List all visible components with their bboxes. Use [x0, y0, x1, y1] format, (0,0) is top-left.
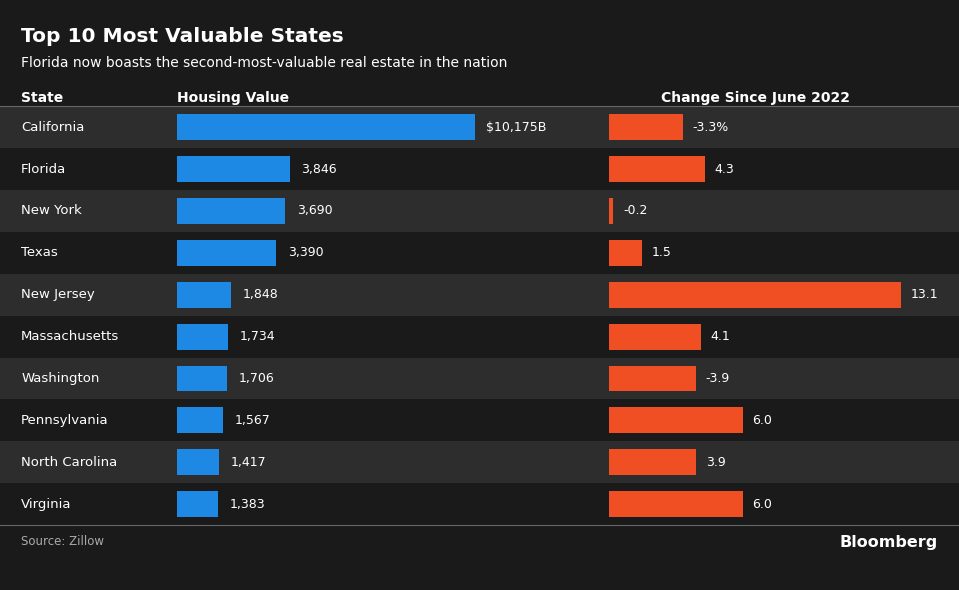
Text: Virginia: Virginia — [21, 497, 72, 511]
Bar — [177, 491, 218, 517]
Text: 1,734: 1,734 — [240, 330, 275, 343]
Bar — [0, 148, 959, 190]
Bar — [177, 114, 475, 140]
Text: New Jersey: New Jersey — [21, 288, 95, 301]
Text: New York: New York — [21, 204, 82, 218]
Text: 3,846: 3,846 — [301, 162, 337, 176]
Text: 1,383: 1,383 — [229, 497, 265, 511]
Text: Bloomberg: Bloomberg — [840, 535, 938, 550]
Text: $10,175B: $10,175B — [486, 120, 547, 134]
Text: North Carolina: North Carolina — [21, 455, 117, 469]
Bar — [609, 323, 700, 349]
Text: 13.1: 13.1 — [911, 288, 939, 301]
Bar — [609, 365, 696, 392]
Text: Washington: Washington — [21, 372, 100, 385]
Bar — [177, 323, 228, 349]
Text: 6.0: 6.0 — [753, 414, 772, 427]
Text: 4.3: 4.3 — [714, 162, 735, 176]
Bar — [609, 408, 743, 433]
Text: 1,848: 1,848 — [243, 288, 279, 301]
Text: Massachusetts: Massachusetts — [21, 330, 119, 343]
Text: 1,706: 1,706 — [239, 372, 274, 385]
Bar — [0, 190, 959, 232]
Bar — [609, 156, 705, 182]
Bar — [177, 408, 223, 433]
Text: State: State — [21, 91, 63, 106]
Bar — [177, 198, 285, 224]
Text: Top 10 Most Valuable States: Top 10 Most Valuable States — [21, 27, 344, 45]
Bar — [177, 281, 231, 308]
Bar — [609, 281, 901, 308]
Text: 3,690: 3,690 — [296, 204, 333, 218]
Bar — [0, 106, 959, 148]
Bar — [0, 483, 959, 525]
Text: Florida: Florida — [21, 162, 66, 176]
Bar — [0, 441, 959, 483]
Text: 3.9: 3.9 — [706, 455, 725, 469]
Text: Housing Value: Housing Value — [177, 91, 290, 106]
Bar — [609, 240, 643, 266]
Bar — [609, 491, 743, 517]
Bar — [0, 399, 959, 441]
Bar — [609, 198, 614, 224]
Text: 4.1: 4.1 — [710, 330, 730, 343]
Bar — [177, 156, 290, 182]
Bar — [177, 450, 219, 476]
Bar — [609, 450, 696, 476]
Bar — [0, 358, 959, 399]
Text: -3.3%: -3.3% — [692, 120, 729, 134]
Text: Pennsylvania: Pennsylvania — [21, 414, 108, 427]
Text: 3,390: 3,390 — [288, 246, 323, 260]
Text: Texas: Texas — [21, 246, 58, 260]
Text: 1,567: 1,567 — [235, 414, 270, 427]
Text: 6.0: 6.0 — [753, 497, 772, 511]
Text: 1.5: 1.5 — [652, 246, 672, 260]
Bar — [609, 114, 683, 140]
Text: Change Since June 2022: Change Since June 2022 — [661, 91, 850, 106]
Bar — [0, 232, 959, 274]
Text: -0.2: -0.2 — [623, 204, 647, 218]
Bar — [0, 274, 959, 316]
Text: Source: Zillow: Source: Zillow — [21, 535, 105, 548]
Text: Florida now boasts the second-most-valuable real estate in the nation: Florida now boasts the second-most-valua… — [21, 56, 507, 70]
Text: 1,417: 1,417 — [230, 455, 266, 469]
Text: California: California — [21, 120, 84, 134]
Text: -3.9: -3.9 — [706, 372, 730, 385]
Bar — [0, 316, 959, 358]
Bar — [177, 240, 276, 266]
Bar — [177, 365, 227, 392]
